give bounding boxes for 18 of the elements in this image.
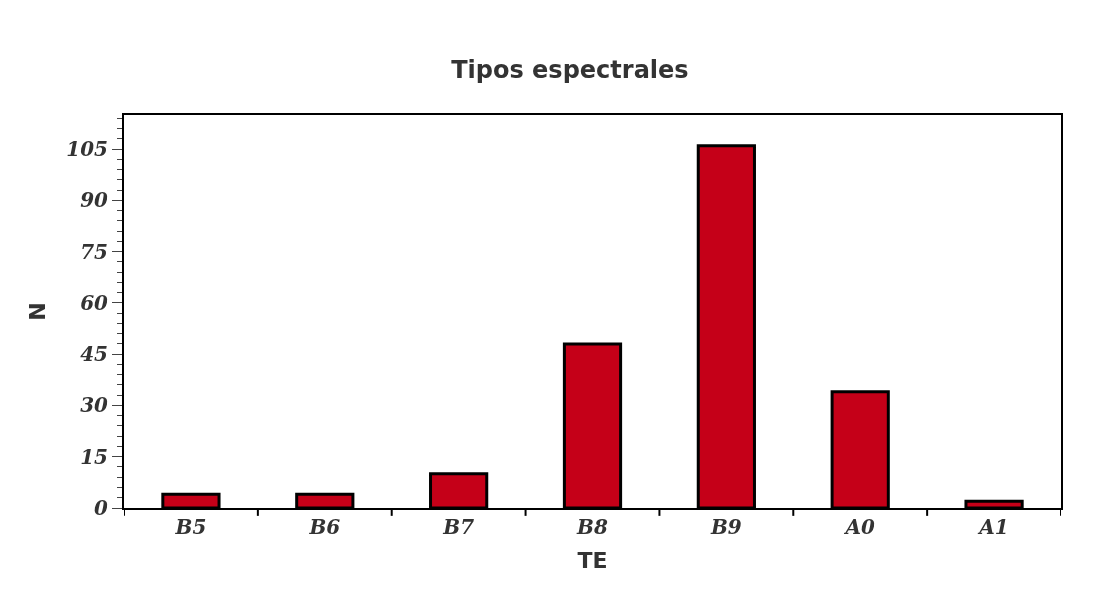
x-tick-label: A0 — [843, 515, 876, 539]
x-tick-label: B9 — [709, 515, 742, 539]
y-tick-label: 45 — [80, 342, 108, 367]
chart-title: Tipos espectrales — [451, 56, 689, 85]
y-tick-label: 105 — [66, 137, 108, 162]
y-tick-label: 90 — [80, 188, 109, 213]
y-tick-label: 75 — [80, 239, 108, 264]
y-tick-label: 15 — [80, 444, 108, 469]
x-tick-label: B8 — [576, 515, 608, 539]
x-tick-label: B5 — [174, 515, 207, 539]
x-tick-label: A1 — [977, 515, 1009, 539]
x-tick-label: B7 — [442, 515, 475, 539]
y-tick-label: 0 — [94, 496, 109, 520]
y-tick-label: 30 — [80, 393, 109, 418]
y-axis-title: N — [24, 302, 50, 321]
y-tick-label: 60 — [80, 290, 109, 315]
x-axis-title: TE — [577, 548, 608, 574]
x-tick-label: B6 — [308, 515, 341, 539]
